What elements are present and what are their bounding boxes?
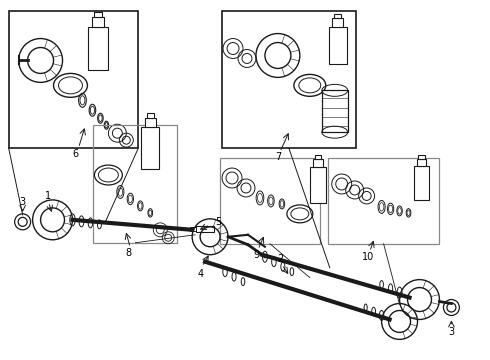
- Bar: [418, 154, 425, 159]
- Bar: [93, 17, 104, 27]
- Bar: [328, 158, 440, 244]
- Text: 4: 4: [197, 269, 203, 279]
- Bar: [141, 127, 159, 169]
- Text: 9: 9: [253, 250, 259, 260]
- Text: 2: 2: [277, 254, 283, 264]
- Bar: [416, 159, 426, 166]
- Bar: [145, 118, 156, 127]
- Bar: [315, 155, 321, 159]
- Bar: [95, 12, 102, 17]
- Bar: [329, 27, 347, 64]
- Bar: [94, 125, 177, 243]
- Bar: [414, 166, 429, 200]
- Bar: [147, 113, 154, 118]
- Text: 1: 1: [45, 191, 50, 201]
- Bar: [334, 14, 342, 18]
- Text: 3: 3: [448, 327, 455, 337]
- Bar: [313, 159, 322, 167]
- Bar: [190, 227, 196, 231]
- Bar: [222, 11, 356, 148]
- Text: 3: 3: [20, 197, 25, 207]
- Bar: [322, 90, 348, 132]
- Bar: [310, 167, 326, 203]
- Text: 10: 10: [362, 252, 374, 262]
- Text: 7: 7: [275, 152, 281, 162]
- Text: 8: 8: [125, 248, 131, 258]
- Bar: [9, 11, 138, 148]
- Text: 5: 5: [215, 217, 221, 227]
- Text: 6: 6: [73, 149, 78, 159]
- Bar: [220, 158, 320, 244]
- Bar: [332, 18, 343, 27]
- Bar: [196, 226, 214, 232]
- Bar: [89, 27, 108, 71]
